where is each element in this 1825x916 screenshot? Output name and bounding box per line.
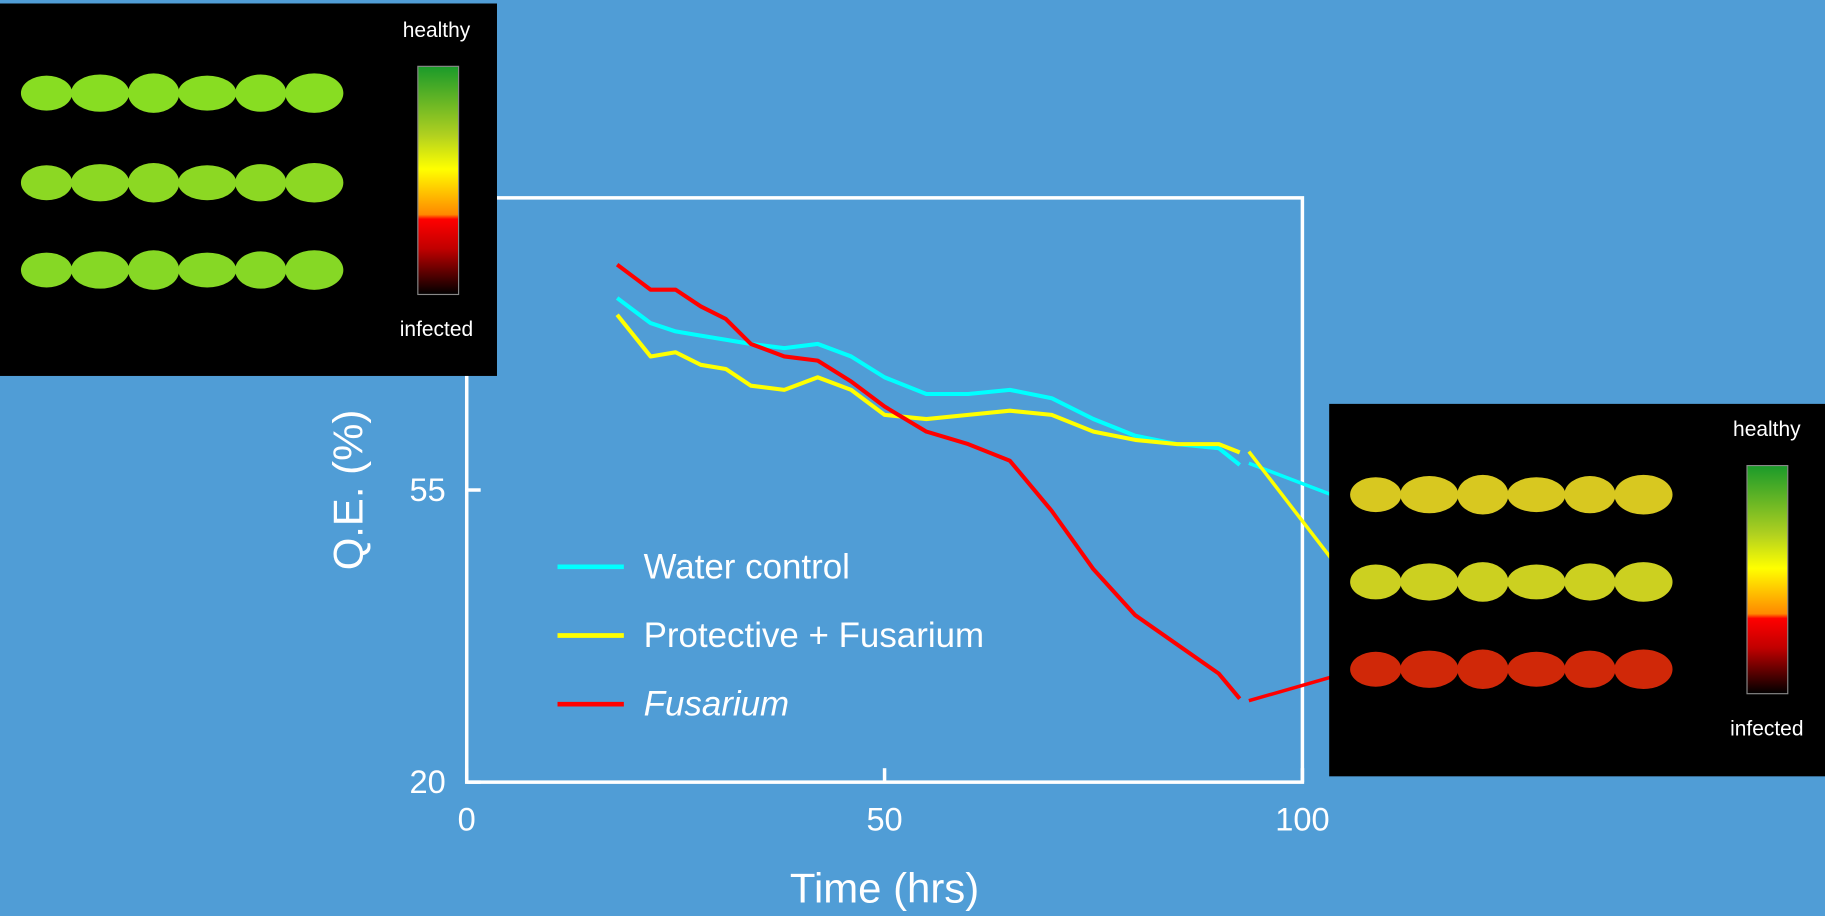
color-bar-label: healthy xyxy=(403,19,471,42)
leaf xyxy=(20,252,73,288)
leaf xyxy=(70,74,130,112)
leaf xyxy=(1614,474,1673,515)
leaf xyxy=(1350,651,1402,687)
leaf xyxy=(20,165,73,201)
leaf xyxy=(1564,650,1616,688)
leaf xyxy=(285,73,344,113)
image-panel: healthy infected xyxy=(1329,403,1825,777)
leaf xyxy=(1564,563,1616,601)
y-axis-label: Q.E. (%) xyxy=(325,410,372,571)
leaf xyxy=(235,251,287,289)
leaf xyxy=(1400,476,1459,514)
color-bar xyxy=(417,65,460,296)
color-bar xyxy=(1746,464,1789,695)
legend-label: Fusarium xyxy=(644,685,789,724)
legend-label: Protective + Fusarium xyxy=(644,616,984,655)
leaf xyxy=(1614,562,1673,602)
leaf xyxy=(178,75,237,111)
leaf xyxy=(1507,651,1566,687)
leaf xyxy=(1457,562,1509,602)
leaf xyxy=(128,250,180,290)
leaf xyxy=(1614,649,1673,690)
leaf xyxy=(1350,477,1402,513)
x-axis-label: Time (hrs) xyxy=(790,865,979,912)
leaf xyxy=(1400,650,1459,688)
leaf xyxy=(1400,563,1459,601)
plot: 0 50 100 20 55 Water control Protective + Fusa… xyxy=(410,196,1330,837)
leaf xyxy=(1507,564,1566,600)
leaf xyxy=(70,164,130,202)
plot-frame xyxy=(464,196,1305,784)
y-tick-label: 20 xyxy=(410,764,446,800)
leaf xyxy=(128,162,180,203)
leaf xyxy=(1457,474,1509,515)
leaf xyxy=(70,251,130,289)
x-tick-label: 50 xyxy=(866,801,902,837)
series-line xyxy=(615,313,1241,455)
leaf xyxy=(285,162,344,203)
x-tick-label: 0 xyxy=(458,801,476,837)
color-bar-label: infected xyxy=(400,318,473,341)
series-line xyxy=(615,296,1242,467)
leaf xyxy=(20,75,73,111)
image-panel: healthy infected xyxy=(0,3,497,376)
leaf xyxy=(235,74,287,112)
color-bar-label: healthy xyxy=(1733,418,1801,441)
leaf xyxy=(178,252,237,288)
leaf xyxy=(285,250,344,290)
leaf xyxy=(1457,649,1509,690)
color-bar-label: infected xyxy=(1730,717,1803,740)
leaf xyxy=(1507,477,1566,513)
leaf xyxy=(178,165,237,201)
leaf xyxy=(1350,564,1402,600)
legend-label: Water control xyxy=(644,547,850,586)
x-tick-label: 100 xyxy=(1275,801,1329,837)
series-line xyxy=(615,263,1242,700)
leaf xyxy=(1564,476,1616,514)
y-tick-label: 55 xyxy=(410,472,446,508)
leaf xyxy=(128,73,180,113)
leaf xyxy=(235,164,287,202)
